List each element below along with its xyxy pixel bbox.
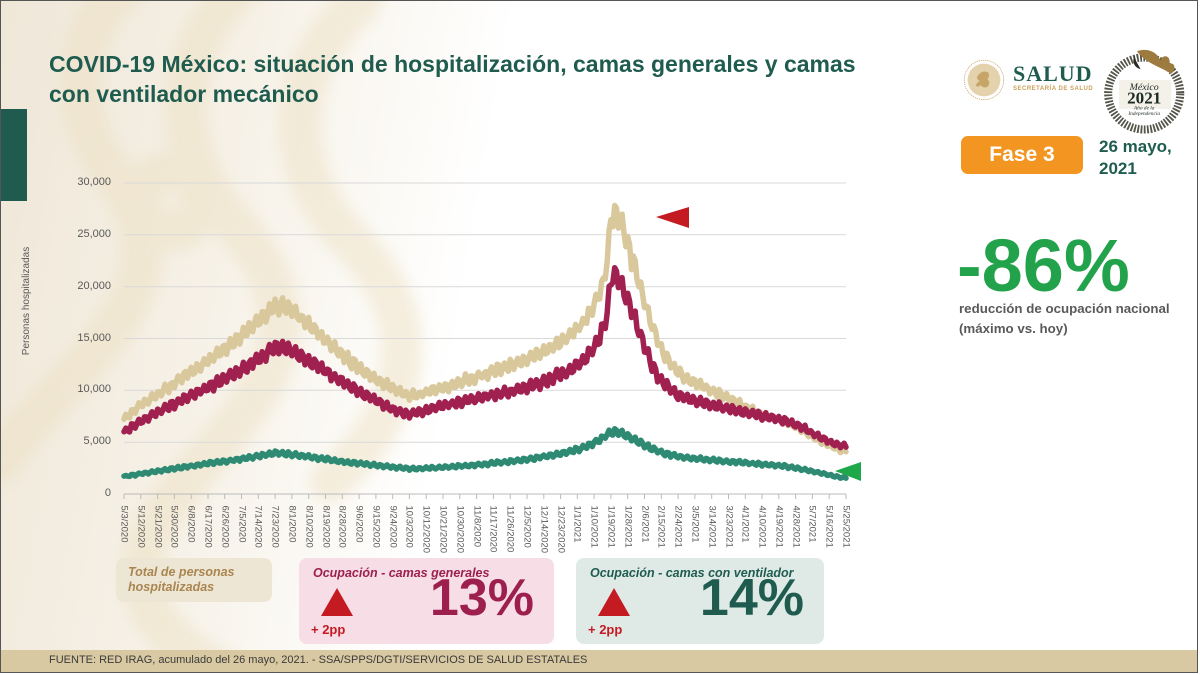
svg-text:2021: 2021 [1127, 88, 1161, 107]
svg-text:Independencia: Independencia [1127, 111, 1160, 117]
